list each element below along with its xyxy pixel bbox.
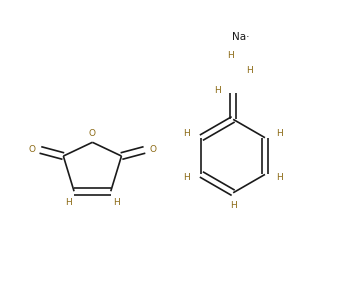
Text: H: H — [276, 129, 283, 138]
Text: H: H — [184, 173, 191, 182]
Text: H: H — [246, 66, 253, 75]
Text: H: H — [113, 198, 120, 207]
Text: Na·: Na· — [232, 32, 249, 42]
Text: O: O — [28, 145, 35, 155]
Text: O: O — [89, 129, 96, 138]
Text: H: H — [65, 198, 72, 207]
Text: H: H — [214, 86, 221, 95]
Text: O: O — [150, 145, 156, 155]
Text: H: H — [230, 201, 237, 210]
Text: H: H — [276, 173, 283, 182]
Text: H: H — [227, 51, 234, 60]
Text: H: H — [184, 129, 191, 138]
